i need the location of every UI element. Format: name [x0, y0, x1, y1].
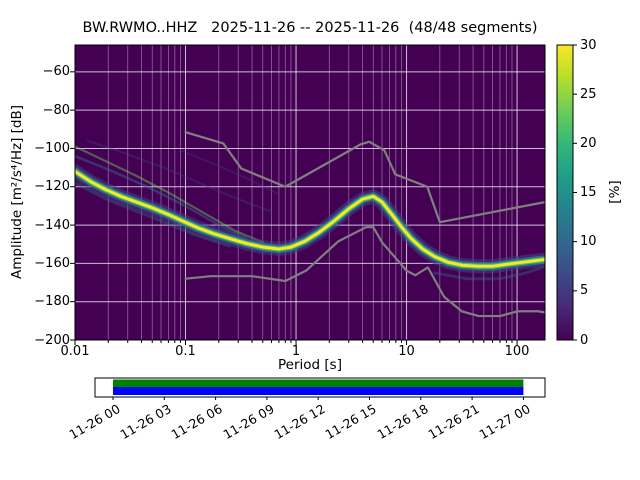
- colorbar-tick-label: 15: [580, 185, 597, 200]
- colorbar-tick-label: 0: [580, 332, 589, 348]
- y-tick-label: −100: [34, 140, 70, 156]
- y-tick-label: −60: [42, 64, 70, 80]
- colorbar-tick-label: 20: [580, 135, 597, 151]
- y-tick-label: −160: [34, 255, 70, 271]
- y-axis-label: Amplitude [m²/s⁴/Hz] [dB]: [9, 104, 25, 280]
- y-tick-label: −180: [34, 294, 70, 310]
- x-tick-label: 1: [291, 344, 301, 359]
- colorbar-tick-label: 10: [580, 234, 597, 250]
- x-axis-label: Period [s]: [278, 357, 342, 373]
- y-tick-label: −200: [34, 332, 70, 348]
- plot-title: BW.RWMO..HHZ 2025-11-26 -- 2025-11-26 (4…: [82, 20, 538, 36]
- x-tick-label: 0.01: [60, 344, 90, 359]
- y-tick-label: −140: [34, 217, 70, 233]
- x-tick-label: 10: [398, 344, 415, 359]
- x-tick-label: 0.1: [175, 344, 196, 359]
- colorbar-label: [%]: [607, 180, 623, 204]
- y-tick-label: −120: [34, 179, 70, 195]
- colorbar-tick-label: 30: [580, 37, 597, 53]
- colorbar-tick-label: 25: [580, 86, 597, 102]
- colorbar-tick-label: 5: [580, 283, 589, 299]
- y-tick-label: −80: [42, 102, 70, 118]
- x-tick-label: 100: [504, 344, 530, 359]
